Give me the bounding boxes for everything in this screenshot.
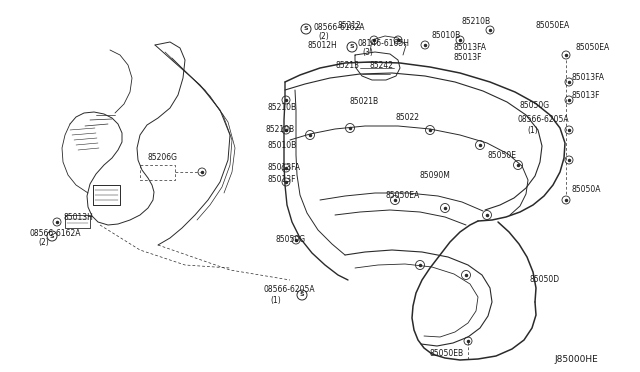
Text: 85013H: 85013H: [64, 214, 94, 222]
Text: 85210B: 85210B: [265, 125, 294, 135]
Text: 08566-6162A: 08566-6162A: [314, 23, 365, 32]
Text: 85013F: 85013F: [268, 176, 296, 185]
Text: 85210B: 85210B: [268, 103, 297, 112]
Text: 85050EA: 85050EA: [536, 20, 570, 29]
Text: 85013FA: 85013FA: [453, 44, 486, 52]
Text: 85242: 85242: [370, 61, 394, 70]
Text: 08146-6165H: 08146-6165H: [358, 39, 410, 48]
Text: 85212: 85212: [338, 20, 362, 29]
Text: 85013FA: 85013FA: [268, 164, 301, 173]
Text: 85050EB: 85050EB: [430, 349, 464, 357]
Text: 85021B: 85021B: [350, 97, 379, 106]
Text: 85050E: 85050E: [488, 151, 517, 160]
Text: 85210B: 85210B: [462, 17, 491, 26]
Text: 85012H: 85012H: [307, 42, 337, 51]
Text: S: S: [300, 292, 304, 298]
Text: 85050G: 85050G: [275, 235, 305, 244]
Text: (1): (1): [270, 295, 281, 305]
Text: (2): (2): [38, 238, 49, 247]
Text: 85050G: 85050G: [520, 100, 550, 109]
Text: 08566-6205A: 08566-6205A: [517, 115, 568, 125]
Text: 85050EA: 85050EA: [575, 44, 609, 52]
Text: (3): (3): [362, 48, 373, 57]
Text: 85050A: 85050A: [572, 186, 602, 195]
Text: (1): (1): [527, 125, 538, 135]
Text: 08566-6162A: 08566-6162A: [30, 228, 81, 237]
Text: 85050D: 85050D: [530, 276, 560, 285]
Text: 85013F: 85013F: [572, 90, 600, 99]
Text: S: S: [50, 234, 54, 238]
Text: 85013FA: 85013FA: [572, 74, 605, 83]
Text: J85000HE: J85000HE: [554, 356, 598, 365]
Text: 85213: 85213: [335, 61, 359, 70]
Text: S: S: [349, 45, 355, 49]
Text: 85022: 85022: [395, 113, 419, 122]
Text: 85013F: 85013F: [453, 54, 481, 62]
Text: 85090M: 85090M: [420, 170, 451, 180]
Text: 85010B: 85010B: [268, 141, 297, 150]
Text: 85050EA: 85050EA: [385, 190, 419, 199]
Text: S: S: [304, 26, 308, 32]
Text: 85010B: 85010B: [432, 31, 461, 39]
Text: (2): (2): [318, 32, 329, 41]
Text: 85206G: 85206G: [148, 154, 178, 163]
Text: 08566-6205A: 08566-6205A: [264, 285, 316, 295]
